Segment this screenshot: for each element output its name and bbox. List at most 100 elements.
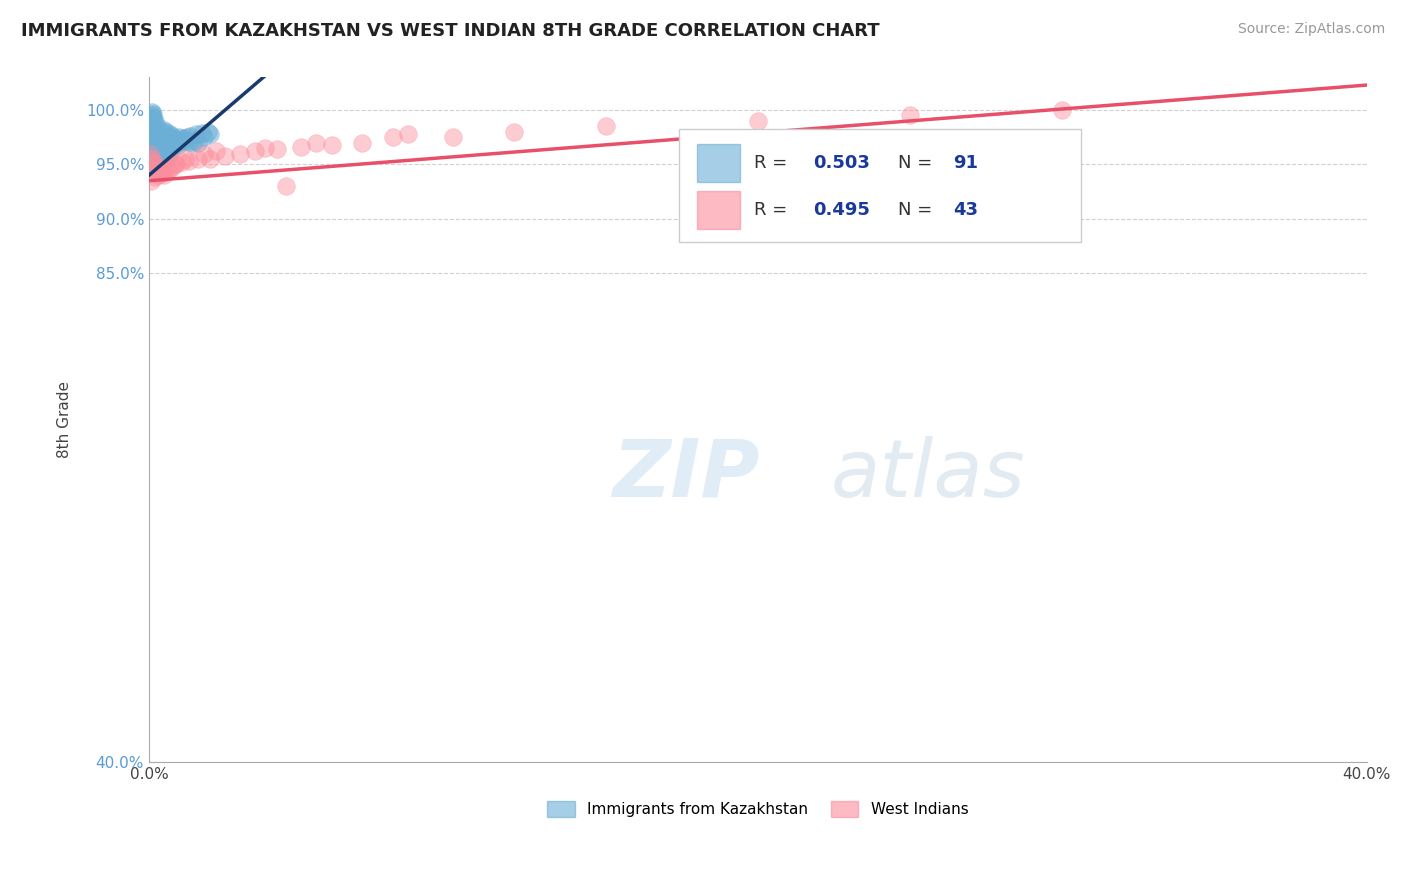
Point bbox=[153, 169, 176, 183]
Point bbox=[156, 130, 179, 145]
Text: 43: 43 bbox=[953, 202, 977, 219]
Point bbox=[139, 146, 162, 161]
Point bbox=[179, 129, 201, 144]
Point bbox=[150, 137, 173, 152]
Point bbox=[176, 130, 198, 145]
Point bbox=[898, 108, 921, 122]
Point bbox=[156, 162, 179, 177]
Point bbox=[166, 136, 188, 150]
Text: IMMIGRANTS FROM KAZAKHSTAN VS WEST INDIAN 8TH GRADE CORRELATION CHART: IMMIGRANTS FROM KAZAKHSTAN VS WEST INDIA… bbox=[21, 22, 880, 40]
Point bbox=[149, 165, 172, 179]
Point bbox=[143, 157, 166, 171]
Point bbox=[169, 130, 191, 145]
Point bbox=[170, 134, 193, 148]
Point bbox=[205, 145, 228, 159]
Point bbox=[141, 162, 163, 177]
Point bbox=[153, 145, 176, 159]
Point bbox=[198, 152, 221, 166]
Point bbox=[141, 149, 163, 163]
Point bbox=[143, 122, 166, 136]
Point bbox=[145, 141, 167, 155]
Point bbox=[146, 162, 169, 177]
Text: N =: N = bbox=[898, 153, 938, 172]
Point bbox=[141, 120, 163, 134]
Bar bbox=[697, 144, 740, 182]
Point bbox=[149, 130, 172, 145]
Point bbox=[149, 134, 172, 148]
Point bbox=[142, 117, 165, 131]
Text: R =: R = bbox=[754, 202, 793, 219]
Point bbox=[266, 142, 288, 156]
Point bbox=[173, 131, 195, 145]
Point bbox=[150, 127, 173, 141]
Point bbox=[146, 169, 169, 183]
Point bbox=[747, 114, 769, 128]
Point bbox=[177, 154, 200, 169]
Point bbox=[143, 121, 166, 136]
Point bbox=[152, 166, 174, 180]
Point bbox=[152, 136, 174, 150]
Point bbox=[143, 134, 166, 148]
Point bbox=[157, 162, 180, 177]
Point bbox=[150, 166, 173, 180]
Point bbox=[142, 107, 165, 121]
Point bbox=[163, 137, 186, 152]
Point bbox=[162, 131, 184, 145]
Point bbox=[157, 132, 180, 146]
Point bbox=[166, 137, 188, 152]
Point bbox=[142, 160, 165, 174]
Point bbox=[214, 149, 236, 163]
Point bbox=[139, 114, 162, 128]
Point bbox=[193, 130, 215, 145]
Point bbox=[1052, 103, 1074, 117]
Point bbox=[146, 125, 169, 139]
Point bbox=[146, 132, 169, 146]
Point bbox=[142, 141, 165, 155]
Point bbox=[145, 160, 167, 174]
Point bbox=[595, 120, 617, 134]
FancyBboxPatch shape bbox=[679, 128, 1081, 242]
Point bbox=[187, 152, 209, 166]
Point bbox=[143, 145, 166, 159]
Point bbox=[198, 127, 221, 141]
Point bbox=[142, 110, 165, 124]
Point bbox=[150, 141, 173, 155]
Point bbox=[156, 152, 179, 166]
Point bbox=[141, 112, 163, 126]
Point bbox=[146, 146, 169, 161]
Point bbox=[139, 130, 162, 145]
Point bbox=[177, 135, 200, 149]
Point bbox=[141, 152, 163, 166]
Point bbox=[191, 126, 214, 140]
Point bbox=[141, 127, 163, 141]
Point bbox=[180, 136, 202, 150]
Point bbox=[160, 129, 183, 144]
Point bbox=[142, 130, 165, 145]
Point bbox=[141, 145, 163, 159]
Point bbox=[142, 157, 165, 171]
Point bbox=[139, 141, 162, 155]
Point bbox=[143, 146, 166, 161]
Point bbox=[143, 114, 166, 128]
Bar bbox=[697, 192, 740, 229]
Point bbox=[245, 145, 267, 159]
Point bbox=[141, 105, 163, 120]
Point bbox=[152, 125, 174, 139]
Text: 91: 91 bbox=[953, 153, 977, 172]
Point bbox=[321, 137, 343, 152]
Text: ZIP: ZIP bbox=[612, 435, 759, 514]
Point bbox=[145, 127, 167, 141]
Point bbox=[143, 146, 166, 161]
Point bbox=[148, 146, 170, 161]
Point bbox=[381, 130, 404, 145]
Point bbox=[145, 152, 167, 166]
Point bbox=[145, 137, 167, 152]
Point bbox=[146, 143, 169, 157]
Text: R =: R = bbox=[754, 153, 793, 172]
Point bbox=[146, 136, 169, 150]
Point bbox=[159, 127, 181, 141]
Point bbox=[142, 112, 165, 127]
Text: 0.503: 0.503 bbox=[813, 153, 869, 172]
Point bbox=[163, 157, 186, 171]
Point bbox=[143, 170, 166, 185]
